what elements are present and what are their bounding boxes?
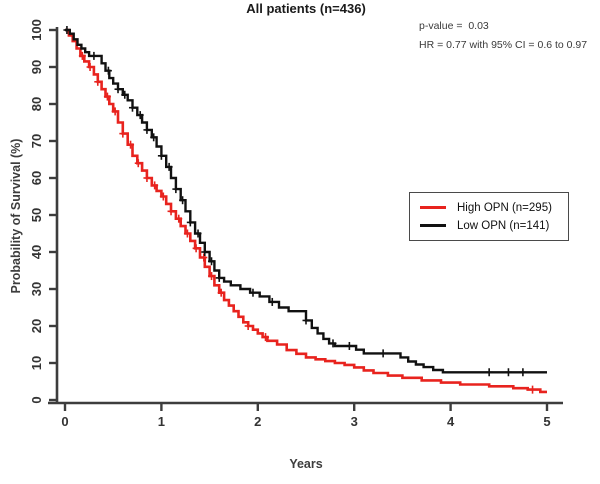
p-value-annotation: p-value = 0.03: [419, 20, 489, 32]
y-tick-label: 100: [29, 19, 44, 41]
y-tick-label: 10: [29, 356, 44, 370]
legend-label-high-opn: High OPN (n=295): [457, 201, 552, 214]
x-axis-title: Years: [289, 457, 322, 471]
legend-label-low-opn: Low OPN (n=141): [457, 219, 550, 232]
x-tick-label: 3: [351, 414, 358, 429]
x-tick-label: 1: [158, 414, 165, 429]
y-tick-label: 20: [29, 319, 44, 333]
legend-item-low-opn: Low OPN (n=141): [420, 218, 568, 233]
y-tick-label: 40: [29, 245, 44, 259]
x-tick-label: 2: [254, 414, 261, 429]
low-opn-line-swatch: [420, 224, 446, 227]
high-opn-line-swatch: [420, 206, 446, 209]
x-tick-label: 4: [447, 414, 455, 429]
y-tick-label: 50: [29, 208, 44, 222]
hazard-ratio-annotation: HR = 0.77 with 95% CI = 0.6 to 0.97: [419, 39, 588, 51]
x-tick-label: 5: [543, 414, 550, 429]
y-tick-label: 90: [29, 60, 44, 74]
y-tick-label: 70: [29, 134, 44, 148]
y-tick-label: 80: [29, 97, 44, 111]
page-title: All patients (n=436): [246, 1, 366, 16]
y-tick-label: 60: [29, 171, 44, 185]
y-tick-label: 30: [29, 282, 44, 296]
legend-box: High OPN (n=295) Low OPN (n=141): [409, 192, 569, 241]
y-axis-title: Probability of Survival (%): [9, 139, 23, 294]
legend-item-high-opn: High OPN (n=295): [420, 200, 568, 215]
y-tick-label: 0: [29, 396, 44, 403]
x-tick-label: 0: [61, 414, 68, 429]
